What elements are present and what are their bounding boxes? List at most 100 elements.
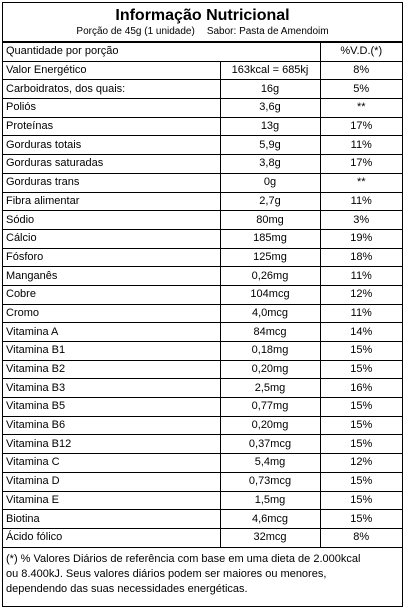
cell: 15% xyxy=(319,341,402,361)
row: Vitamina C 5,4mg 12% xyxy=(3,453,402,473)
row: Gorduras trans 0g ** xyxy=(3,172,402,193)
row: Ácido fólico 32mcg 8% xyxy=(3,527,402,548)
row: Vitamina D 0,73mcg 15% xyxy=(3,471,402,492)
cell: 19% xyxy=(319,228,402,249)
row: Biotina 4,6mcg 15% xyxy=(3,509,402,529)
cell: 0,20mg xyxy=(219,359,321,380)
cell: Fibra alimentar xyxy=(3,191,221,212)
cell: Vitamina B2 xyxy=(3,359,221,380)
cell: 11% xyxy=(319,266,402,286)
cell: 0,18mg xyxy=(219,341,321,361)
cell: 15% xyxy=(319,415,402,436)
cell: 17% xyxy=(319,116,402,137)
cell: 15% xyxy=(319,490,402,511)
row: Valor Energético 163kcal = 685kj 8% xyxy=(3,60,402,81)
row: Vitamina B2 0,20mg 15% xyxy=(3,359,402,380)
row: Fósforo 125mg 18% xyxy=(3,247,402,268)
flavor: Sabor: Pasta de Amendoim xyxy=(206,26,329,37)
cell: 80mg xyxy=(219,210,321,230)
nutrition-label: Informação Nutricional Porção de 45g (1 … xyxy=(2,2,403,607)
cell: 11% xyxy=(319,135,402,156)
cell: 15% xyxy=(319,434,402,455)
row: Cromo 4,0mcg 11% xyxy=(3,303,402,324)
cell: Sódio xyxy=(3,210,221,230)
cell: 163kcal = 685kj xyxy=(219,60,321,81)
header-cell: %V.D.(*) xyxy=(319,43,402,62)
cell: 32mcg xyxy=(219,527,321,548)
cell: Fósforo xyxy=(3,247,221,268)
cell: ** xyxy=(319,98,402,118)
cell: 8% xyxy=(319,60,402,81)
cell: Vitamina B6 xyxy=(3,415,221,436)
header-cell: Quantidade por porção xyxy=(3,43,321,62)
cell: Cromo xyxy=(3,303,221,324)
subtitle: Porção de 45g (1 unidade) Sabor: Pasta de… xyxy=(3,25,402,38)
cell: Vitamina B3 xyxy=(3,378,221,399)
cell: Gorduras trans xyxy=(3,172,221,193)
row: Vitamina B12 0,37mcg 15% xyxy=(3,434,402,455)
cell: Biotina xyxy=(3,509,221,529)
cell: 15% xyxy=(319,471,402,492)
cell: 4,0mcg xyxy=(219,303,321,324)
cell: 12% xyxy=(319,284,402,305)
cell: 0,37mcg xyxy=(219,434,321,455)
header-row: Quantidade por porção %V.D.(*) xyxy=(3,43,402,62)
cell: 0,20mg xyxy=(219,415,321,436)
row: Cobre 104mcg 12% xyxy=(3,284,402,305)
cell: 5,9g xyxy=(219,135,321,156)
cell: 13g xyxy=(219,116,321,137)
cell: 2,7g xyxy=(219,191,321,212)
cell: 12% xyxy=(319,453,402,473)
cell: 0g xyxy=(219,172,321,193)
cell: Cálcio xyxy=(3,228,221,249)
cell: 8% xyxy=(319,527,402,548)
cell: 16% xyxy=(319,378,402,399)
row: Vitamina B1 0,18mg 15% xyxy=(3,341,402,361)
cell: Vitamina A xyxy=(3,322,221,342)
cell: 17% xyxy=(319,154,402,174)
row: Sódio 80mg 3% xyxy=(3,210,402,230)
footnote: (*) % Valores Diários de referência com … xyxy=(3,548,402,597)
cell: Ácido fólico xyxy=(3,527,221,548)
footnote-line: ou 8.400kJ. Seus valores diários podem s… xyxy=(6,567,327,580)
cell: 4,6mcg xyxy=(219,509,321,529)
cell: Valor Energético xyxy=(3,60,221,81)
cell: 2,5mg xyxy=(219,378,321,399)
cell: 3,6g xyxy=(219,98,321,118)
cell: 15% xyxy=(319,509,402,529)
cell: Vitamina D xyxy=(3,471,221,492)
cell: 0,77mg xyxy=(219,397,321,417)
row: Vitamina A 84mcg 14% xyxy=(3,322,402,342)
row: Gorduras totais 5,9g 11% xyxy=(3,135,402,156)
row: Vitamina B3 2,5mg 16% xyxy=(3,378,402,399)
cell: 15% xyxy=(319,359,402,380)
cell: Gorduras totais xyxy=(3,135,221,156)
cell: 125mg xyxy=(219,247,321,268)
cell: 15% xyxy=(319,397,402,417)
cell: ** xyxy=(319,172,402,193)
nutrition-table: Quantidade por porção %V.D.(*) Valor Ene… xyxy=(3,43,402,548)
cell: 11% xyxy=(319,303,402,324)
cell: 11% xyxy=(319,191,402,212)
cell: Proteínas xyxy=(3,116,221,137)
row: Vitamina B6 0,20mg 15% xyxy=(3,415,402,436)
cell: 1,5mg xyxy=(219,490,321,511)
cell: 16g xyxy=(219,79,321,100)
cell: Manganês xyxy=(3,266,221,286)
row: Manganês 0,26mg 11% xyxy=(3,266,402,286)
cell: Vitamina C xyxy=(3,453,221,473)
cell: Vitamina B5 xyxy=(3,397,221,417)
footnote-line: dependendo das suas necessidades energét… xyxy=(6,582,248,595)
cell: 104mcg xyxy=(219,284,321,305)
cell: Vitamina B1 xyxy=(3,341,221,361)
row: Vitamina B5 0,77mg 15% xyxy=(3,397,402,417)
cell: 84mcg xyxy=(219,322,321,342)
cell: 5% xyxy=(319,79,402,100)
title: Informação Nutricional xyxy=(115,7,290,24)
portion: Porção de 45g (1 unidade) xyxy=(76,26,195,37)
row: Cálcio 185mg 19% xyxy=(3,228,402,249)
cell: Vitamina B12 xyxy=(3,434,221,455)
cell: 5,4mg xyxy=(219,453,321,473)
cell: 185mg xyxy=(219,228,321,249)
row: Carboidratos, dos quais: 16g 5% xyxy=(3,79,402,100)
